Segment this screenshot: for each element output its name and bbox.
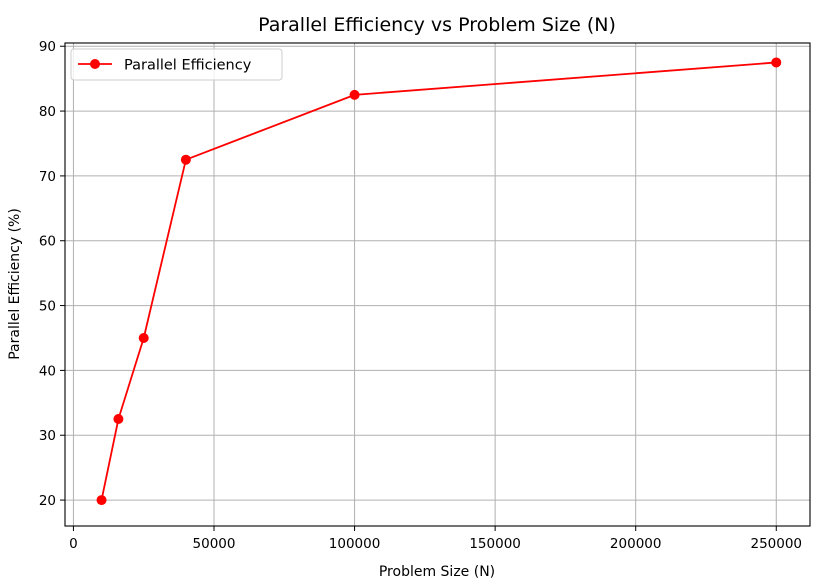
series-group <box>96 57 782 506</box>
y-tick-label: 80 <box>39 104 56 120</box>
data-point <box>96 495 107 506</box>
data-point <box>113 414 124 425</box>
x-tick-label: 100000 <box>329 536 381 552</box>
x-tick-label: 0 <box>69 536 78 552</box>
legend: Parallel Efficiency <box>70 48 283 81</box>
y-tick-label: 30 <box>39 428 56 444</box>
grid <box>65 43 810 526</box>
ticks: 0 50000 100000 150000 200000 250000 20 30 40 50 60… <box>39 39 802 552</box>
legend-box <box>70 48 283 81</box>
y-tick-label: 90 <box>39 39 56 55</box>
y-tick-label: 70 <box>39 169 56 185</box>
series-line <box>100 61 777 501</box>
x-tick-label: 200000 <box>610 536 662 552</box>
y-axis-label: Parallel Efficiency (%) <box>7 208 23 360</box>
y-tick-label: 50 <box>39 299 56 315</box>
y-tick-label: 60 <box>39 234 56 250</box>
data-point <box>349 89 360 100</box>
x-tick-label: 50000 <box>193 536 236 552</box>
legend-label: Parallel Efficiency <box>124 58 252 74</box>
y-tick-label: 20 <box>39 493 56 509</box>
legend-marker-swatch <box>90 59 100 69</box>
chart-title: Parallel Efficiency vs Problem Size (N) <box>258 14 616 36</box>
data-point <box>180 154 191 165</box>
data-point <box>138 332 149 343</box>
x-axis-label: Problem Size (N) <box>379 564 495 580</box>
x-tick-label: 250000 <box>750 536 802 552</box>
x-tick-label: 150000 <box>469 536 521 552</box>
y-tick-label: 40 <box>39 363 56 379</box>
axes-frame <box>64 42 811 527</box>
data-point <box>771 57 782 68</box>
